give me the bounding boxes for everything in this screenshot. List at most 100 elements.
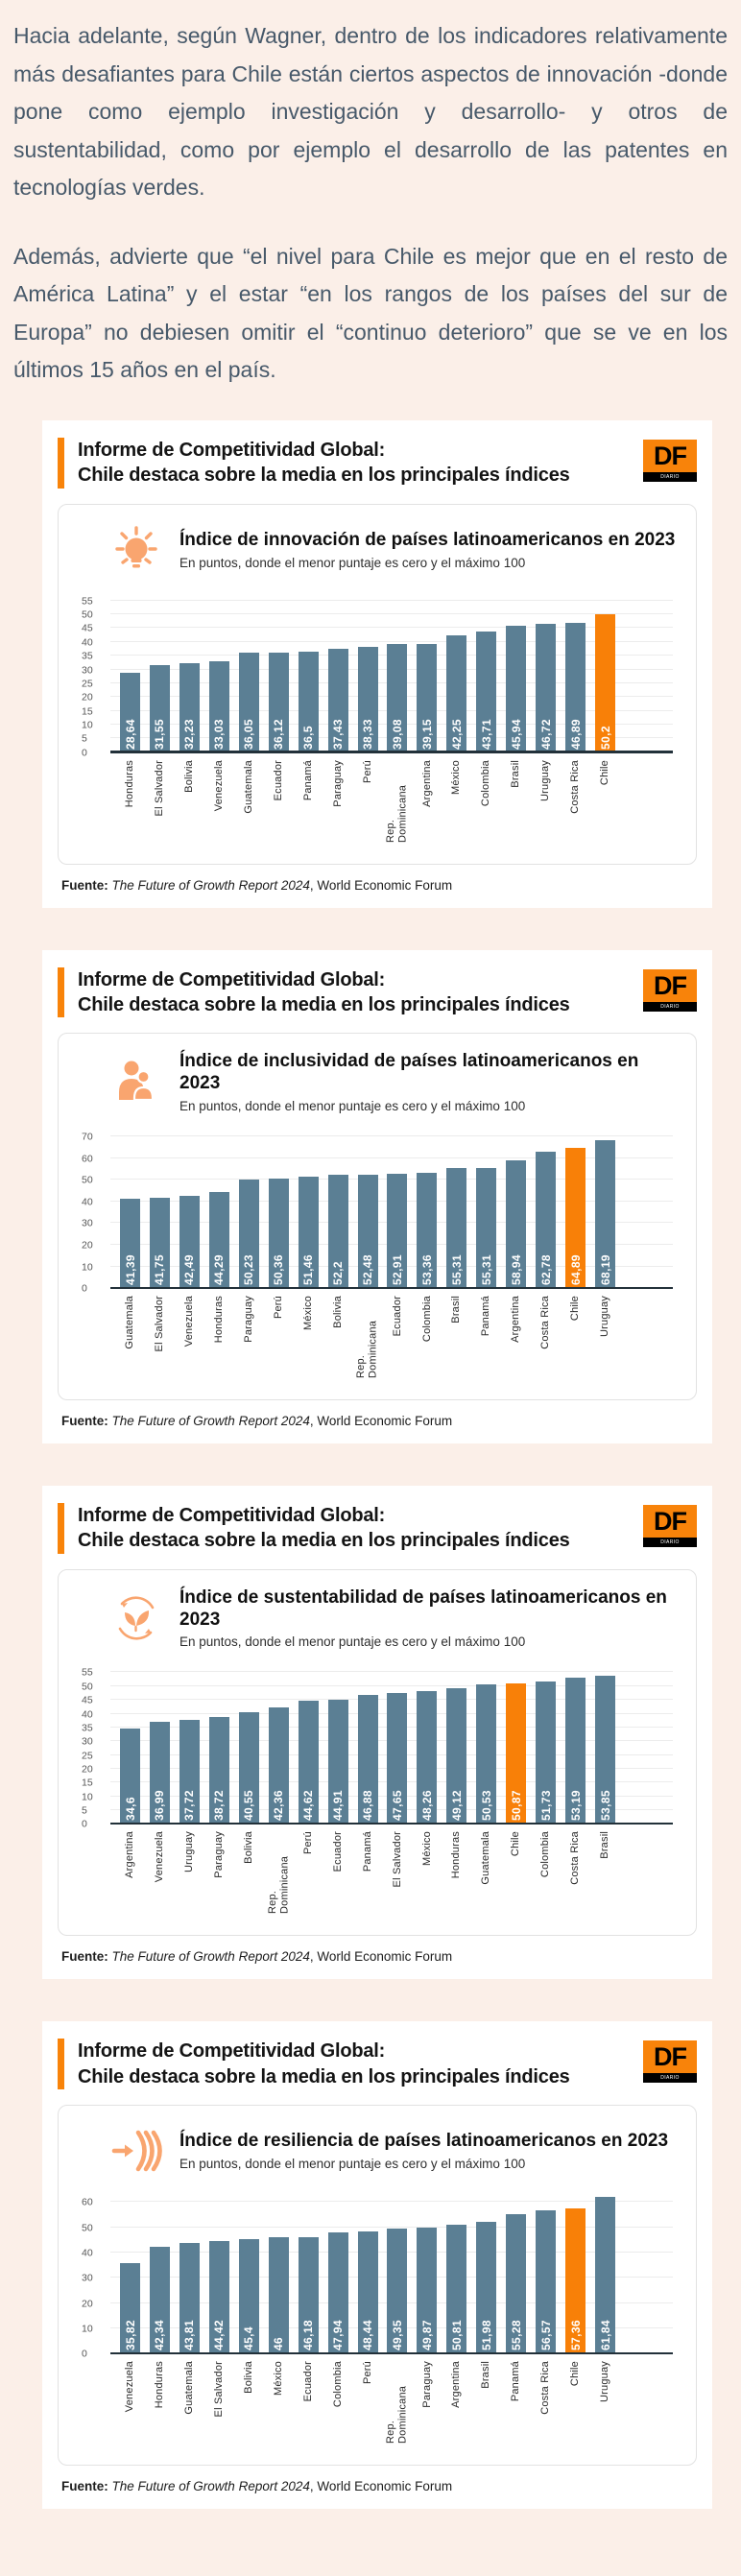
category-label-text: Colombia <box>331 2361 344 2408</box>
source-publisher: , World Economic Forum <box>309 877 453 893</box>
chart-block: Informe de Competitividad Global: Chile … <box>42 419 712 908</box>
bar-value: 46,88 <box>361 1790 374 1822</box>
bar-slot: 64,89 <box>562 1147 589 1289</box>
category-label: Ecuador <box>295 2361 323 2401</box>
bar-venezuela: 36,99 <box>149 1722 170 1825</box>
category-label: Perú <box>354 2361 382 2384</box>
df-logo-letters: DF <box>643 1505 697 1538</box>
y-tick-label: 70 <box>82 1131 93 1143</box>
bar-slot: 42,36 <box>265 1706 293 1825</box>
category-label-text: Chile <box>599 759 611 785</box>
bar-slot: 32,23 <box>176 663 203 752</box>
bar-slot: 39,15 <box>413 644 441 752</box>
category-label: Costa Rica <box>532 1296 560 1349</box>
category-label-text: Uruguay <box>599 2361 611 2403</box>
bar-brasil: 53,85 <box>595 1675 615 1825</box>
bar-value: 40,55 <box>242 1790 256 1822</box>
bar-guatemala: 50,53 <box>476 1684 497 1825</box>
y-tick-label: 60 <box>82 2196 93 2208</box>
block-title: Informe de Competitividad Global: Chile … <box>78 1503 643 1554</box>
category-label-text: Venezuela <box>212 759 225 811</box>
category-label: Brasil <box>502 760 530 788</box>
bar-bolivia: 40,55 <box>238 1711 259 1825</box>
category-label-text: Honduras <box>154 2361 166 2409</box>
category-label-text: Costa Rica <box>539 2361 552 2416</box>
category-label-text: El Salvador <box>154 759 166 817</box>
bar-rep-dominicana: 49,35 <box>387 2229 408 2354</box>
x-axis-baseline <box>110 1822 673 1825</box>
bar-slot: 41,39 <box>116 1198 144 1289</box>
y-tick-label: 45 <box>82 623 93 635</box>
y-tick-label: 5 <box>82 732 87 745</box>
category-label: Venezuela <box>116 2361 144 2412</box>
category-label: El Salvador <box>146 1296 174 1351</box>
y-tick-label: 55 <box>82 1667 93 1680</box>
chart-card: Índice de resiliencia de países latinoam… <box>58 2105 697 2467</box>
bar-panam-: 36,5 <box>298 651 319 752</box>
bar-slot: 53,19 <box>562 1677 589 1825</box>
gridline <box>110 1157 673 1158</box>
category-label: Bolivia <box>176 760 203 793</box>
y-tick-label: 35 <box>82 650 93 662</box>
bar-slot: 56,57 <box>532 2210 560 2354</box>
y-tick-label: 30 <box>82 2272 93 2284</box>
category-label-text: Perú <box>272 1296 284 1320</box>
chart-subtitle: En puntos, donde el menor puntaje es cer… <box>179 2157 526 2172</box>
category-label-text: Ecuador <box>301 2361 314 2402</box>
bar-value: 52,91 <box>390 1254 404 1286</box>
bar-rep-dominicana: 39,08 <box>387 644 408 752</box>
bar-el-salvador: 47,65 <box>387 1692 408 1825</box>
chart-title: Índice de sustentabilidad de países lati… <box>179 1586 667 1630</box>
bar-paraguay: 38,72 <box>208 1717 229 1825</box>
bar-slot: 37,72 <box>176 1720 203 1825</box>
category-label: Ecuador <box>265 760 293 800</box>
source-report: The Future of Growth Report 2024 <box>111 877 310 893</box>
bar-value: 35,82 <box>123 2320 137 2351</box>
category-label: Paraguay <box>413 2361 441 2408</box>
bar-value: 46,72 <box>538 718 553 750</box>
y-tick-label: 55 <box>82 595 93 608</box>
bar-m-xico: 51,46 <box>298 1176 319 1289</box>
block-title: Informe de Competitividad Global: Chile … <box>78 2039 643 2089</box>
bar-slot: 36,99 <box>146 1722 174 1825</box>
block-title-line2: Chile destaca sobre la media en los prin… <box>78 2065 570 2087</box>
bar-value: 46,18 <box>301 2320 316 2351</box>
bar-value: 39,08 <box>390 718 404 750</box>
chart-subtitle: En puntos, donde el menor puntaje es cer… <box>179 1099 526 1114</box>
bar-uruguay: 68,19 <box>595 1140 615 1289</box>
bar-brasil: 51,98 <box>476 2222 497 2354</box>
bar-value: 50,36 <box>272 1254 286 1286</box>
bar-rep-dominicana: 52,48 <box>357 1174 378 1289</box>
category-label-text: Rep. Dominicana <box>266 1856 291 1915</box>
bar-colombia: 43,71 <box>476 632 497 752</box>
chart-icon-wrap <box>108 1055 164 1110</box>
category-label: Honduras <box>146 2361 174 2408</box>
block-title-line2: Chile destaca sobre la media en los prin… <box>78 465 570 487</box>
category-label-text: Perú <box>361 2361 373 2385</box>
bar-value: 50,53 <box>479 1790 493 1822</box>
df-logo-letters: DF <box>643 439 697 472</box>
chart-block-header: Informe de Competitividad Global: Chile … <box>58 1503 697 1555</box>
bar-slot: 52,48 <box>354 1174 382 1289</box>
y-tick-label: 30 <box>82 1735 93 1748</box>
bar-argentina: 39,15 <box>417 644 438 752</box>
bar-slot: 28,64 <box>116 673 144 752</box>
category-label: Chile <box>591 760 619 785</box>
category-label-text: Brasil <box>480 2361 492 2389</box>
bar-uruguay: 46,72 <box>536 623 557 752</box>
bar-value: 64,89 <box>568 1254 583 1286</box>
bar-value: 37,72 <box>182 1790 197 1822</box>
bar-value: 53,85 <box>598 1790 612 1822</box>
bar-m-xico: 48,26 <box>417 1690 438 1825</box>
category-label: Uruguay <box>176 1831 203 1872</box>
category-label: México <box>295 1296 323 1330</box>
resilience-arrow-icon <box>111 2130 162 2172</box>
y-tick-label: 50 <box>82 2222 93 2234</box>
category-label: Colombia <box>472 760 500 806</box>
article-paragraph: Además, advierte que “el nivel para Chil… <box>13 243 728 383</box>
category-label-text: Venezuela <box>183 1296 196 1348</box>
category-label-text: Costa Rica <box>569 759 582 814</box>
y-tick-label: 20 <box>82 1239 93 1252</box>
y-tick-label: 20 <box>82 691 93 704</box>
bar-el-salvador: 31,55 <box>149 665 170 752</box>
